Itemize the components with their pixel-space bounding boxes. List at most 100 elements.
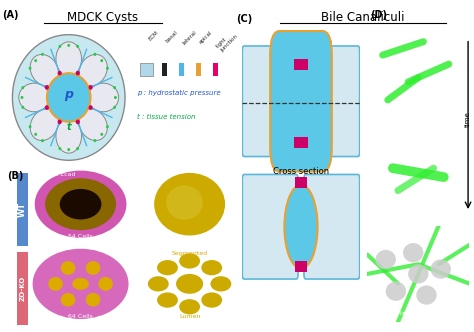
- Ellipse shape: [86, 293, 100, 307]
- Circle shape: [157, 260, 178, 275]
- Ellipse shape: [79, 109, 107, 140]
- Text: t: t: [66, 123, 71, 132]
- Ellipse shape: [61, 293, 75, 307]
- Circle shape: [67, 44, 70, 47]
- Circle shape: [201, 292, 222, 308]
- Text: Bile Canaliculi: Bile Canaliculi: [321, 11, 404, 24]
- FancyBboxPatch shape: [270, 31, 332, 171]
- Circle shape: [179, 299, 200, 314]
- Circle shape: [33, 249, 128, 319]
- Circle shape: [93, 139, 96, 142]
- Bar: [17, 173, 28, 246]
- Bar: [295, 261, 307, 272]
- Circle shape: [113, 86, 116, 89]
- Text: (B): (B): [7, 171, 24, 181]
- Bar: [162, 63, 167, 76]
- Bar: [179, 63, 184, 76]
- Circle shape: [148, 276, 169, 291]
- Text: (A): (A): [2, 10, 18, 20]
- Ellipse shape: [19, 83, 49, 112]
- Text: 64 Cells: 64 Cells: [68, 314, 93, 319]
- Ellipse shape: [30, 54, 58, 86]
- Circle shape: [408, 264, 428, 284]
- Circle shape: [284, 185, 318, 269]
- Ellipse shape: [86, 261, 100, 275]
- Text: tight
junction: tight junction: [215, 30, 238, 53]
- Text: Nuclei, F-actin: Nuclei, F-actin: [372, 311, 406, 316]
- Ellipse shape: [88, 83, 118, 112]
- FancyBboxPatch shape: [242, 46, 298, 157]
- Circle shape: [100, 133, 103, 136]
- Circle shape: [76, 147, 79, 150]
- Circle shape: [403, 243, 423, 262]
- Ellipse shape: [79, 54, 107, 86]
- Bar: [294, 137, 308, 148]
- Circle shape: [157, 292, 178, 308]
- Text: MDCK Cysts: MDCK Cysts: [67, 11, 138, 24]
- Text: PODXL Ecad: PODXL Ecad: [37, 172, 75, 177]
- Text: ZO-KO: ZO-KO: [19, 276, 25, 301]
- Ellipse shape: [56, 42, 82, 76]
- Text: t : tissue tension: t : tissue tension: [137, 114, 196, 120]
- Text: lateral: lateral: [181, 30, 197, 46]
- Text: p : hydrostatic pressure: p : hydrostatic pressure: [137, 90, 221, 96]
- Text: Cross section: Cross section: [273, 167, 329, 176]
- Circle shape: [106, 67, 109, 70]
- Circle shape: [89, 105, 92, 110]
- Circle shape: [34, 59, 37, 62]
- Ellipse shape: [61, 261, 75, 275]
- Circle shape: [21, 86, 24, 89]
- Ellipse shape: [30, 109, 58, 140]
- Circle shape: [76, 71, 80, 75]
- Circle shape: [28, 67, 31, 70]
- Bar: [196, 63, 201, 76]
- Circle shape: [41, 53, 44, 56]
- Circle shape: [45, 178, 116, 230]
- Circle shape: [113, 106, 116, 109]
- Circle shape: [89, 85, 92, 90]
- Bar: [294, 58, 308, 70]
- FancyBboxPatch shape: [304, 46, 360, 157]
- Text: time: time: [465, 112, 471, 127]
- Circle shape: [58, 71, 62, 75]
- Circle shape: [386, 282, 406, 301]
- Circle shape: [28, 125, 31, 128]
- Text: Top-down view: Top-down view: [270, 39, 332, 47]
- Circle shape: [67, 148, 70, 151]
- Circle shape: [45, 85, 49, 90]
- Text: apical: apical: [198, 30, 213, 45]
- Circle shape: [416, 286, 437, 305]
- Bar: [213, 63, 218, 76]
- Circle shape: [179, 253, 200, 269]
- Text: Lumen: Lumen: [179, 314, 201, 319]
- Text: (C): (C): [236, 14, 252, 24]
- Circle shape: [58, 45, 61, 48]
- Circle shape: [12, 35, 125, 160]
- Circle shape: [72, 278, 89, 290]
- Circle shape: [35, 171, 127, 238]
- Ellipse shape: [48, 277, 63, 291]
- Circle shape: [201, 260, 222, 275]
- Circle shape: [375, 250, 396, 269]
- Ellipse shape: [56, 119, 82, 153]
- Ellipse shape: [98, 277, 113, 291]
- Circle shape: [106, 125, 109, 128]
- Circle shape: [47, 73, 91, 122]
- Circle shape: [176, 274, 203, 294]
- Text: basal: basal: [164, 30, 178, 44]
- Text: 54 Cells: 54 Cells: [68, 234, 93, 239]
- Circle shape: [210, 276, 231, 291]
- Text: p: p: [64, 88, 73, 101]
- FancyBboxPatch shape: [242, 175, 298, 279]
- Ellipse shape: [166, 186, 202, 220]
- Circle shape: [60, 189, 101, 219]
- Text: WT: WT: [18, 202, 27, 217]
- Bar: [140, 63, 154, 76]
- Text: ECM: ECM: [147, 30, 159, 42]
- Circle shape: [76, 45, 79, 48]
- Bar: [295, 177, 307, 188]
- Circle shape: [114, 96, 117, 99]
- Circle shape: [34, 133, 37, 136]
- FancyBboxPatch shape: [304, 175, 360, 279]
- Circle shape: [76, 120, 80, 124]
